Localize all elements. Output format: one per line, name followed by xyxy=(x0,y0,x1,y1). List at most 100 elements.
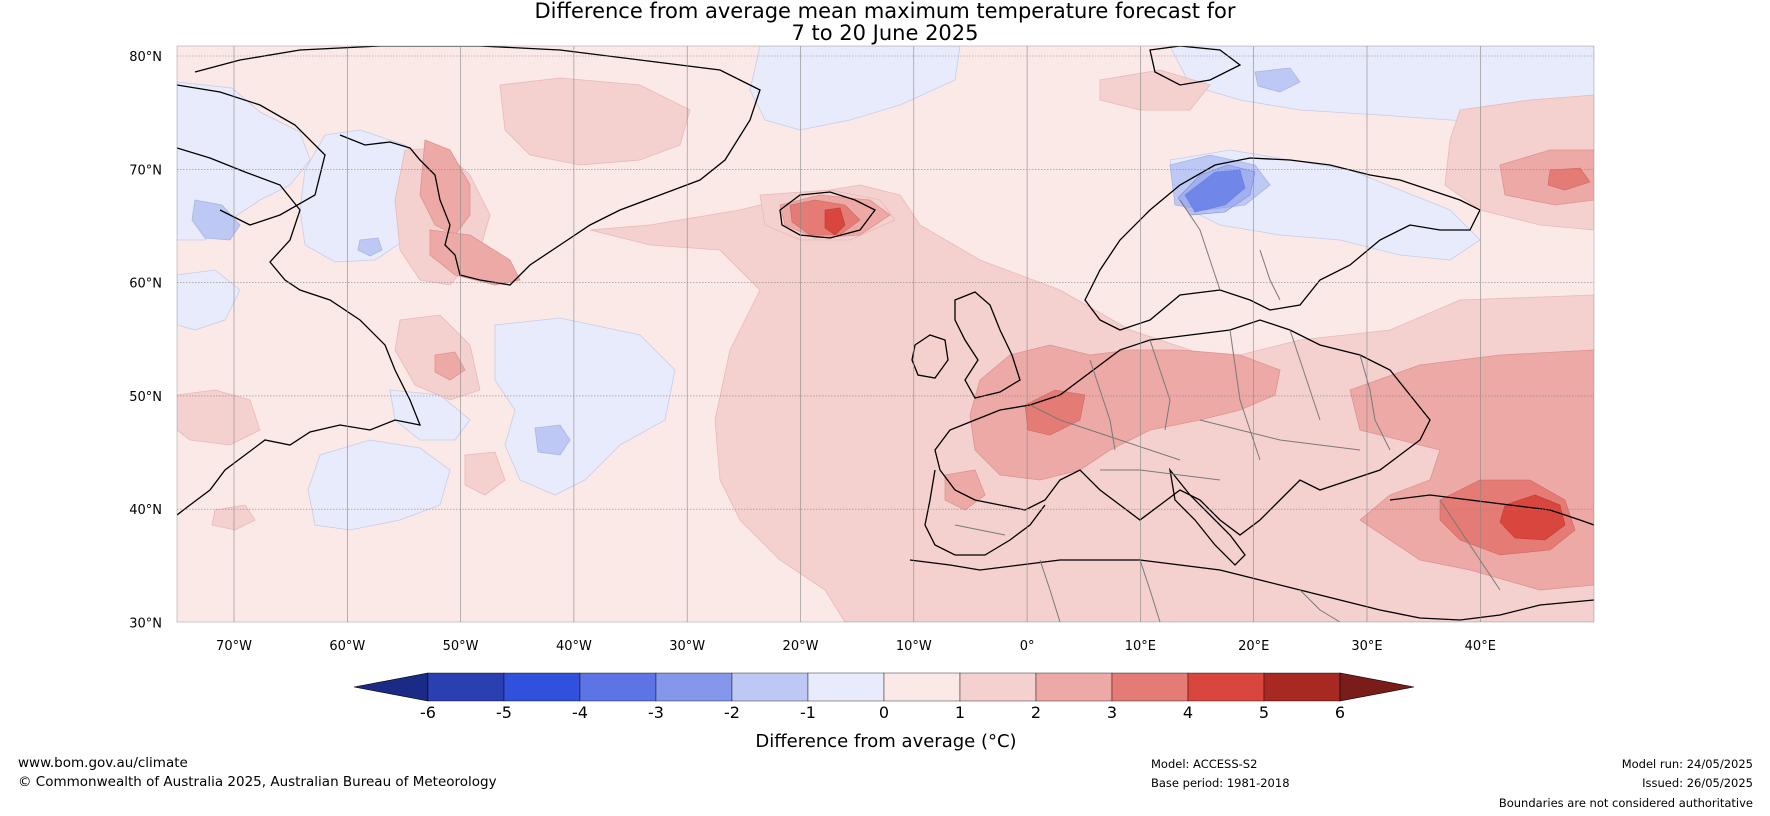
longitude-label: 50°W xyxy=(443,639,479,654)
colorbar-tick-label: 2 xyxy=(1031,703,1041,722)
border-line xyxy=(1359,354,1391,451)
footer-model: Model: ACCESS-S2 xyxy=(1151,757,1258,771)
colorbar-bin xyxy=(1187,672,1265,702)
map-frame xyxy=(176,45,1595,623)
longitude-label: 40°E xyxy=(1465,639,1496,654)
coastline-ireland xyxy=(911,334,949,379)
colorbar-bin xyxy=(1035,672,1113,702)
footer-url[interactable]: www.bom.gov.au/climate xyxy=(18,755,188,771)
border-line xyxy=(1199,419,1361,451)
coastline-italy xyxy=(1168,467,1246,566)
longitude-label: 70°W xyxy=(216,639,252,654)
anomaly-field xyxy=(177,46,1594,622)
longitude-label: 20°E xyxy=(1238,639,1269,654)
colorbar-tick-label: -6 xyxy=(420,703,436,722)
footer-base-period: Base period: 1981-2018 xyxy=(1151,776,1290,790)
latitude-label: 30°N xyxy=(129,617,162,632)
longitude-label: 10°E xyxy=(1125,639,1156,654)
colorbar-bin xyxy=(427,672,505,702)
colorbar-extension-high xyxy=(1339,672,1415,702)
colorbar-extension-low xyxy=(353,672,429,702)
anomaly-region-extreme xyxy=(824,207,846,236)
latitude-labels: 80°N 70°N 60°N 50°N 40°N 30°N xyxy=(129,50,162,632)
colorbar-tick-label: -2 xyxy=(724,703,740,722)
colorbar-tick-label: -4 xyxy=(572,703,588,722)
anomaly-region-cool xyxy=(307,439,451,531)
colorbar-label: Difference from average (°C) xyxy=(755,731,1016,752)
coastline-scandinavia xyxy=(1084,157,1481,331)
colorbar-bin xyxy=(579,672,657,702)
colorbar-bin xyxy=(959,672,1037,702)
border-line xyxy=(954,524,1006,536)
border-line xyxy=(1259,249,1281,301)
anomaly-region-hot xyxy=(434,351,466,381)
colorbar-tick-label: 6 xyxy=(1335,703,1345,722)
colorbar: -6 -5 -4 -3 -2 -1 0 1 2 3 4 5 6 xyxy=(353,672,1415,722)
anomaly-region-cold xyxy=(534,424,571,456)
footer-copyright: © Commonwealth of Australia 2025, Austra… xyxy=(18,774,497,790)
anomaly-region-hot xyxy=(969,344,1281,481)
coastline-greenland xyxy=(194,46,761,286)
colorbar-tick-label: 0 xyxy=(879,703,889,722)
colorbar-tick-label: 4 xyxy=(1183,703,1193,722)
coastline-africa xyxy=(909,559,1594,621)
latitude-label: 80°N xyxy=(129,50,162,65)
country-borders xyxy=(954,199,1501,622)
coastline-canada xyxy=(177,147,422,516)
border-line xyxy=(1089,359,1116,451)
longitude-label: 10°W xyxy=(896,639,932,654)
coastline-baffin xyxy=(177,84,326,226)
anomaly-region-warm xyxy=(1099,69,1211,111)
map-panel xyxy=(176,45,1595,623)
colorbar-bin xyxy=(731,672,809,702)
border-line xyxy=(1179,199,1221,291)
anomaly-region-cool xyxy=(177,81,311,241)
coastline-svalbard xyxy=(1149,46,1242,86)
longitude-label: 0° xyxy=(1020,639,1035,654)
colorbar-bin xyxy=(883,672,961,702)
border-line xyxy=(1289,329,1321,421)
coastline-anatolia xyxy=(1389,494,1594,526)
coastline-iceland xyxy=(779,191,876,239)
footer-model-run: Model run: 24/05/2025 xyxy=(1621,757,1753,771)
map-title-line-1: Difference from average mean maximum tem… xyxy=(534,0,1236,23)
longitude-label: 30°E xyxy=(1351,639,1382,654)
colorbar-bin xyxy=(1111,672,1189,702)
anomaly-region-warm xyxy=(211,504,256,531)
border-line xyxy=(1139,559,1161,622)
anomaly-region-cool xyxy=(1169,46,1594,126)
longitude-label: 60°W xyxy=(329,639,365,654)
anomaly-region-warm xyxy=(177,389,261,446)
border-line xyxy=(1299,589,1341,622)
colorbar-tick-label: 3 xyxy=(1107,703,1117,722)
longitude-label: 40°W xyxy=(556,639,592,654)
colorbar-tick-label: -5 xyxy=(496,703,512,722)
coastline-europe xyxy=(934,319,1431,536)
anomaly-region-cool xyxy=(749,46,961,131)
border-line xyxy=(1029,404,1181,461)
coastlines xyxy=(177,46,1594,621)
colorbar-tick-label: 1 xyxy=(955,703,965,722)
longitude-labels: 70°W 60°W 50°W 40°W 30°W 20°W 10°W 0° 10°E 20°E 30… xyxy=(216,639,1496,654)
border-line xyxy=(1229,329,1261,461)
anomaly-region-cold-core xyxy=(1177,164,1256,216)
latitude-label: 50°N xyxy=(129,390,162,405)
latitude-label: 40°N xyxy=(129,503,162,518)
anomaly-region-hot xyxy=(1499,149,1594,206)
anomaly-region-cool xyxy=(177,269,241,331)
anomaly-region-cold xyxy=(1254,67,1301,93)
colorbar-tick-label: -1 xyxy=(800,703,816,722)
anomaly-region-cold xyxy=(191,199,241,241)
footer-boundaries-note: Boundaries are not considered authoritat… xyxy=(1498,796,1753,810)
colorbar-tick-label: 5 xyxy=(1259,703,1269,722)
colorbar-bin xyxy=(807,672,885,702)
colorbar-bin xyxy=(655,672,733,702)
anomaly-region-very-hot xyxy=(1547,167,1591,191)
border-line xyxy=(1149,339,1171,431)
colorbar-tick-label: -3 xyxy=(648,703,664,722)
anomaly-region-warm xyxy=(499,77,691,166)
colorbar-bin xyxy=(503,672,581,702)
border-line xyxy=(1039,559,1061,622)
map-gridlines xyxy=(177,46,1594,622)
